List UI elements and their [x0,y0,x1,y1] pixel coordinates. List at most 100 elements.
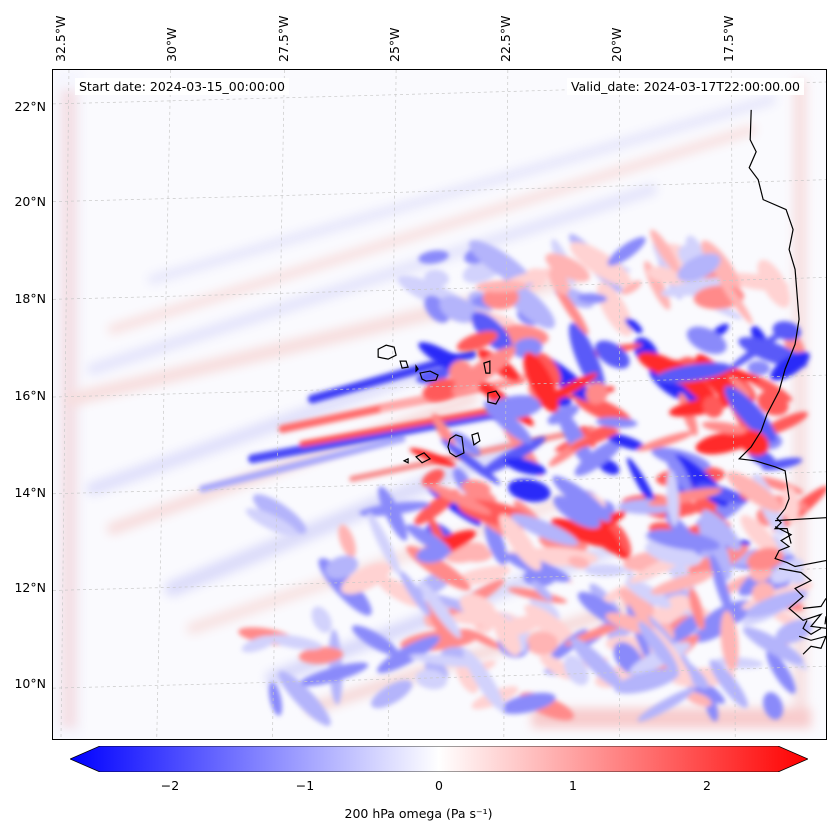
omega-cell [772,321,802,341]
omega-cell [378,486,408,541]
omega-cell [686,326,727,355]
omega-cell [655,362,731,383]
omega-cell [747,360,771,376]
omega-cell [531,580,553,601]
omega-cell [721,575,751,595]
omega-cell [451,431,481,457]
omega-cell [660,277,739,297]
omega-cell [459,593,497,622]
colorbar-tick-2: 2 [703,778,711,793]
omega-cell [545,253,590,282]
lon-label-25w: 25°W [387,27,402,62]
omega-cell [548,268,570,295]
omega-cell [418,250,449,264]
omega-cell [757,259,791,308]
omega-cell [637,431,695,452]
omega-cell [418,579,462,639]
omega-cell [422,378,461,402]
omega-cell [782,486,799,524]
omega-cell [740,430,769,456]
omega-cell [463,649,505,712]
omega-cell [484,520,508,566]
omega-cell [568,322,606,397]
omega-cell [468,240,533,287]
omega-cell [568,429,620,450]
omega-cell [426,483,492,515]
colorbar-tick-neg2: −2 [160,778,180,793]
omega-cell [574,394,632,425]
omega-cell [440,438,501,485]
omega-cell [399,570,431,616]
omega-cell [376,635,440,674]
omega-cell [701,509,742,551]
omega-cell [439,295,477,323]
omega-cell [554,284,589,335]
omega-cell [535,352,561,386]
omega-cell [461,479,491,496]
omega-cell [770,351,810,381]
omega-cell [299,662,369,687]
omega-cell [421,468,445,487]
omega-cell [638,621,679,673]
omega-cell [570,637,624,690]
omega-cell [563,655,589,686]
boundary-bands [53,70,812,739]
omega-cell [252,494,307,534]
omega-cell [268,681,283,716]
omega-cell [486,395,543,420]
omega-cell [597,282,633,337]
omega-cell [568,555,590,569]
lat-label-10n: 10°N [14,676,46,691]
omega-cell [664,450,692,492]
lat-label-14n: 14°N [14,485,46,500]
omega-cell [452,544,492,563]
omega-cell [245,508,298,537]
lon-label-27-5w: 27.5°W [276,15,291,62]
omega-cell [455,565,511,586]
omega-cell [614,668,680,694]
omega-cell [685,691,712,707]
omega-field-map [53,70,826,739]
gridlines [53,70,826,739]
omega-cell [763,692,784,720]
omega-cell [637,687,695,722]
omega-cell [647,529,721,552]
omega-cell [278,671,331,726]
omega-cell [370,680,413,709]
omega-cell [352,625,399,656]
omega-cell [720,610,739,671]
lon-label-32-5w: 32.5°W [53,15,68,62]
coastline [737,109,826,655]
omega-cell [770,558,804,584]
omega-cell [625,318,643,334]
omega-cell [745,590,808,618]
lon-label-17-5w: 17.5°W [721,15,736,62]
omega-cell [595,417,638,428]
omega-cell [451,346,516,395]
omega-cell [585,382,608,405]
omega-cell [500,692,556,714]
start-date-label: Start date: 2024-03-15_00:00:00 [75,78,289,95]
omega-cell [726,471,783,513]
omega-cell [510,513,579,546]
lon-label-20w: 20°W [609,27,624,62]
omega-cell [605,433,646,451]
omega-cell [648,487,722,507]
omega-cell [761,457,803,471]
omega-cell [746,547,784,571]
omega-cell [341,562,392,595]
omega-cell [652,594,690,624]
colorbar-tick-0: 0 [435,778,443,793]
omega-cell [609,523,632,558]
colorbar-tick-neg1: −1 [295,778,315,793]
omega-cell [584,564,627,577]
omega-cell [595,340,630,369]
lat-label-22n: 22°N [14,99,46,114]
valid-date-label: Valid_date: 2024-03-17T22:00:00.00 [566,78,804,95]
omega-cell [557,407,594,469]
omega-cell [570,241,632,287]
lat-label-20n: 20°N [14,194,46,209]
omega-cell [677,253,721,282]
colorbar [70,746,808,772]
omega-cell [298,647,344,664]
